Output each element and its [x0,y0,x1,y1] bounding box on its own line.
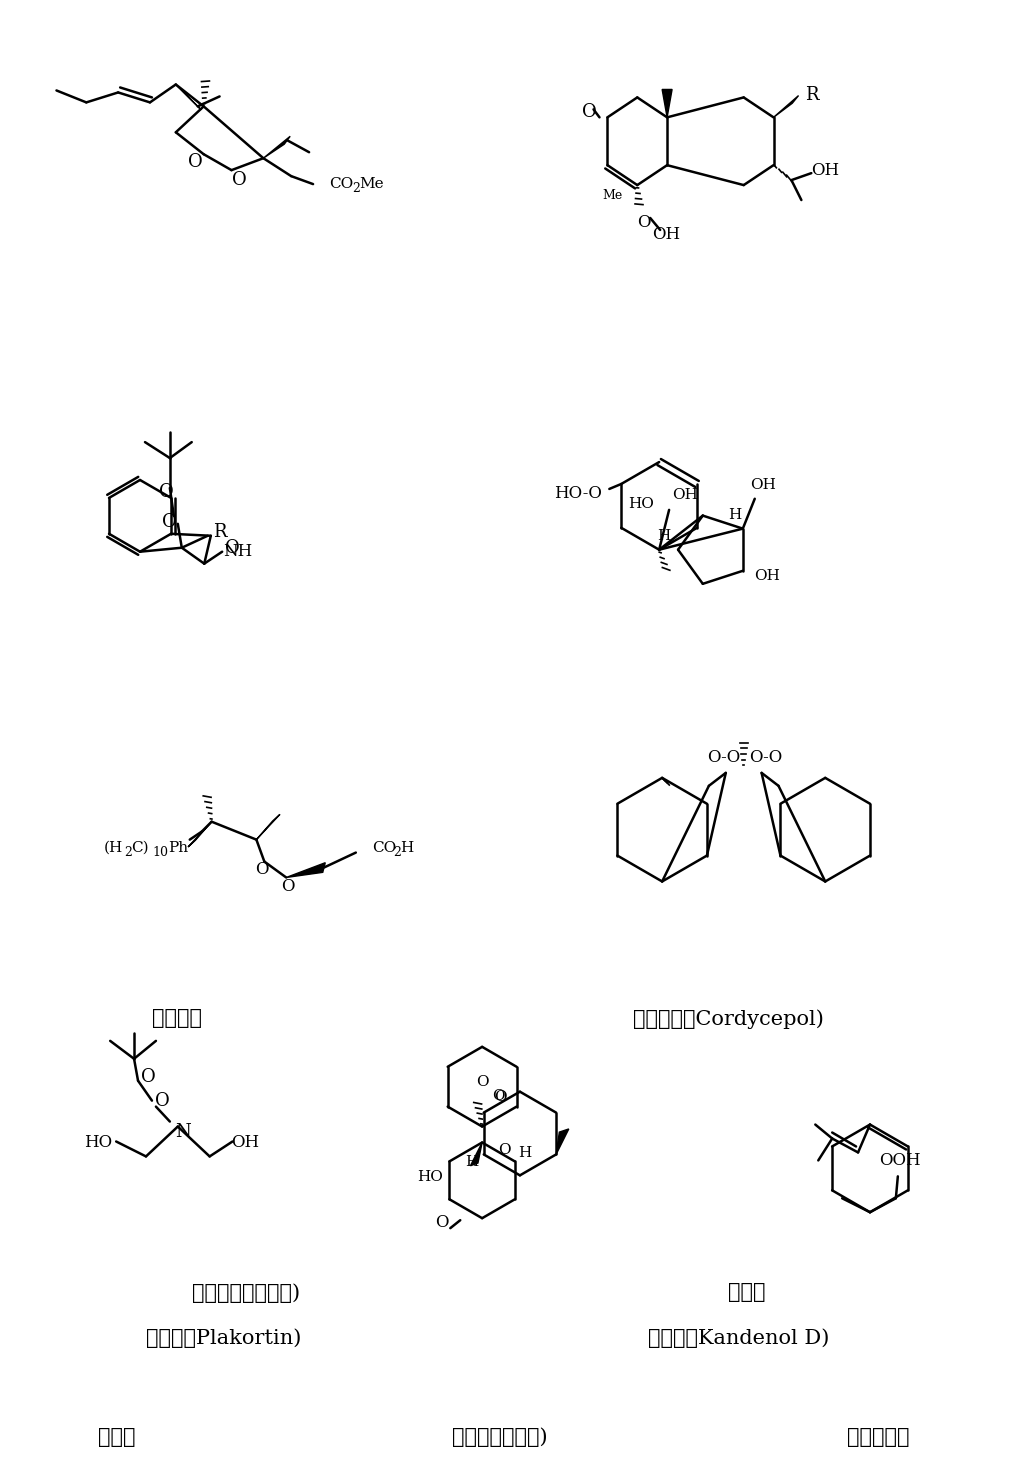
Polygon shape [287,863,325,878]
Text: HO: HO [84,1134,112,1151]
Text: OH: OH [652,226,680,243]
Text: Me: Me [359,178,384,191]
Text: 2: 2 [125,847,132,858]
Text: 抗艾滋活性: 抗艾滋活性 [847,1428,910,1447]
Text: O-O: O-O [707,749,741,767]
Text: OH: OH [750,478,776,491]
Text: Me: Me [602,188,622,201]
Text: 抗肿瘤药（雄果酸): 抗肿瘤药（雄果酸) [192,1283,301,1302]
Text: O: O [141,1067,155,1086]
Text: O: O [476,1074,488,1089]
Text: O: O [158,482,173,500]
Text: 抗癌活性: 抗癌活性 [152,1009,202,1029]
Text: H: H [465,1156,478,1169]
Text: OH: OH [231,1134,259,1151]
Text: H: H [400,841,414,854]
Text: O: O [232,172,247,189]
Text: HO-O: HO-O [553,485,602,502]
Text: (H: (H [104,841,124,854]
Text: HO: HO [417,1171,444,1184]
Text: O: O [162,514,177,531]
Text: N: N [175,1122,190,1141]
Text: 抗菌药（Kandenol D): 抗菌药（Kandenol D) [648,1328,830,1348]
Polygon shape [663,89,672,117]
Text: O: O [282,878,295,895]
Text: O: O [255,861,269,878]
Text: O: O [491,1089,504,1103]
Polygon shape [774,96,798,117]
Text: HO: HO [628,497,654,511]
Polygon shape [556,1129,568,1154]
Polygon shape [256,814,280,839]
Polygon shape [470,1143,482,1166]
Text: OOH: OOH [879,1151,921,1169]
Text: OH: OH [754,568,780,583]
Text: CO: CO [372,841,396,854]
Text: O: O [582,104,597,121]
Text: 10: 10 [152,847,168,858]
Text: 抗生素（Plakortin): 抗生素（Plakortin) [146,1328,301,1348]
Text: 2: 2 [352,182,360,194]
Text: C): C) [131,841,149,854]
Text: O: O [637,215,651,231]
Text: O: O [225,539,239,556]
Text: O: O [497,1144,511,1157]
Text: O: O [493,1089,506,1104]
Text: O: O [188,152,203,172]
Text: O: O [436,1214,449,1231]
Polygon shape [188,821,212,847]
Text: 抗疟药（青蒿素): 抗疟药（青蒿素) [452,1428,548,1447]
Text: OH: OH [811,161,840,179]
Text: R: R [804,86,819,105]
Text: OH: OH [672,488,698,502]
Text: H: H [657,528,671,543]
Text: NH: NH [223,543,252,561]
Text: 抗疟疾: 抗疟疾 [728,1283,766,1302]
Text: 抗疟疾: 抗疟疾 [98,1428,136,1447]
Text: H: H [519,1147,532,1160]
Text: O: O [155,1092,169,1110]
Text: H: H [728,508,742,521]
Polygon shape [263,136,290,158]
Text: R: R [213,522,226,540]
Text: Ph: Ph [168,841,188,854]
Text: 2: 2 [394,847,401,858]
Text: O-O: O-O [749,749,782,767]
Text: CO: CO [329,178,354,191]
Text: 抗肿瘤药（Cordycepol): 抗肿瘤药（Cordycepol) [633,1009,825,1029]
Polygon shape [176,84,202,110]
